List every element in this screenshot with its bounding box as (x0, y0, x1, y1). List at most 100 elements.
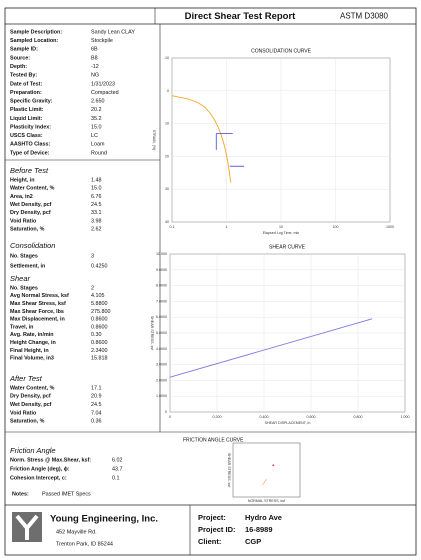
field-label: Max Shear Force, lbs (10, 309, 64, 315)
x-tick-label: 10 (279, 225, 283, 229)
field-label: Wet Density, pcf (10, 402, 52, 408)
field-value: 3.98 (91, 218, 102, 224)
field-label: Settlement, in (10, 263, 45, 269)
field-label: Sampled Location: (10, 38, 58, 44)
field-value: 15.0 (91, 124, 102, 130)
y-tick-label: 40 (165, 220, 169, 224)
section-heading: Before Test (10, 166, 49, 175)
field-label: Sample Description: (10, 29, 62, 35)
field-value: 43.7 (112, 466, 123, 472)
field-label: Type of Device: (10, 150, 50, 156)
field-label: AASHTO Class: (10, 142, 51, 148)
field-value: 6.02 (112, 457, 123, 463)
field-value: 17.1 (91, 385, 102, 391)
data-line (215, 132, 245, 167)
field-value: 6B (91, 47, 98, 53)
y-tick-label: 1.0000 (156, 394, 167, 398)
x-axis-label: Elapsed Log Time, min (263, 231, 300, 235)
field-value: 1.48 (91, 177, 102, 183)
y-tick-label: 8.0000 (156, 284, 167, 288)
field-label: Height, in (10, 177, 35, 183)
data-line (262, 479, 267, 486)
field-value: 0.8600 (91, 317, 108, 323)
x-tick-label: 1 (226, 225, 228, 229)
y-tick-label: -10 (164, 56, 169, 60)
field-label: Saturation, % (10, 419, 45, 425)
chart: FRICTION ANGLE CURVE NORMAL STRESS, ksf SH… (183, 437, 301, 503)
y-tick-label: 10 (165, 122, 169, 126)
section-heading: Shear (10, 274, 31, 283)
chart: SHEAR CURVE 0 0.200 0.400 0.600 0.800 1.0000 1.… (150, 244, 409, 425)
field-label: Plasticity Index: (10, 124, 51, 130)
field-label: Depth: (10, 64, 27, 70)
company-name: Young Engineering, Inc. (50, 514, 158, 525)
field-value: 7.04 (91, 410, 102, 416)
field-value: 0.4250 (91, 263, 108, 269)
x-tick-label: 0.400 (260, 415, 269, 419)
x-tick-label: 1000 (386, 225, 394, 229)
project-label: Project: (198, 513, 226, 522)
field-value: 4.105 (91, 293, 105, 299)
y-tick-label: 0 (165, 410, 167, 414)
plot-frame (232, 442, 301, 498)
field-value: 20.2 (91, 107, 102, 113)
x-axis-label: NORMAL STRESS, ksf (248, 499, 285, 503)
standard: ASTM D3080 (340, 12, 389, 21)
field-label: Height Change, in (10, 340, 56, 346)
y-tick-label: 2.0000 (156, 378, 167, 382)
y-axis-label: SHEAR STRESS, ksf (150, 316, 154, 350)
y-tick-label: 30 (165, 187, 169, 191)
field-label: Liquid Limit: (10, 116, 43, 122)
field-label: Date of Test: (10, 81, 42, 87)
field-value: 2 (91, 285, 94, 291)
field-label: Max Shear Stress, ksf (10, 301, 66, 307)
address-line: Trenton Park, ID 85244 (56, 541, 113, 547)
data-line (169, 318, 373, 378)
x-tick-label: 0.600 (307, 415, 316, 419)
field-label: Water Content, % (10, 186, 55, 192)
field-label: USCS Class: (10, 133, 43, 139)
field-label: Void Ratio (10, 410, 37, 416)
x-tick-label: 0.800 (354, 415, 363, 419)
project-label: Project ID: (198, 525, 236, 534)
field-value: Compacted (91, 90, 119, 96)
field-label: Water Content, % (10, 385, 55, 391)
y-axis-label: SHEAR STRESS, ksf (227, 453, 231, 487)
field-label: Sample ID: (10, 47, 38, 53)
field-value: 0.30 (91, 332, 102, 338)
field-value: 0.8600 (91, 324, 108, 330)
field-value: Loam (91, 142, 105, 148)
y-tick-label: 20 (165, 154, 169, 158)
x-tick-label: 1.000 (401, 415, 410, 419)
field-label: No. Stages (10, 285, 38, 291)
field-label: Travel, in (10, 324, 33, 330)
field-label: Void Ratio (10, 218, 37, 224)
x-tick-label: 0.200 (213, 415, 222, 419)
y-tick-label: 3.0000 (156, 363, 167, 367)
field-value: 15.0 (91, 186, 102, 192)
chart-title: FRICTION ANGLE CURVE (183, 437, 244, 443)
y-tick-label: 0 (167, 89, 169, 93)
notes-value: Passed IMET Specs (42, 491, 91, 497)
data-point (272, 464, 275, 467)
field-value: LC (91, 133, 98, 139)
field-value: 275.800 (91, 309, 111, 315)
field-label: Avg Normal Stress, ksf (10, 293, 69, 299)
chart-title: CONSOLIDATION CURVE (251, 48, 311, 54)
field-value: 2.3400 (91, 348, 108, 354)
field-label: Friction Angle (deg), ϕ: (10, 466, 70, 472)
x-axis-label: SHEAR DISPLACEMENT, in (265, 421, 311, 425)
field-label: Specific Gravity: (10, 99, 53, 105)
field-label: Source: (10, 55, 30, 61)
field-value: 0.1 (112, 475, 120, 481)
section-heading: After Test (9, 374, 43, 383)
page-border (4, 7, 417, 556)
x-tick-label: 0.1 (170, 225, 175, 229)
section-heading: Friction Angle (10, 446, 56, 455)
field-value: NG (91, 73, 99, 79)
field-value: 20.9 (91, 394, 102, 400)
field-value: Sandy Lean CLAY (91, 29, 135, 35)
y-tick-label: 5.0000 (156, 331, 167, 335)
chart-title: SHEAR CURVE (269, 244, 306, 250)
